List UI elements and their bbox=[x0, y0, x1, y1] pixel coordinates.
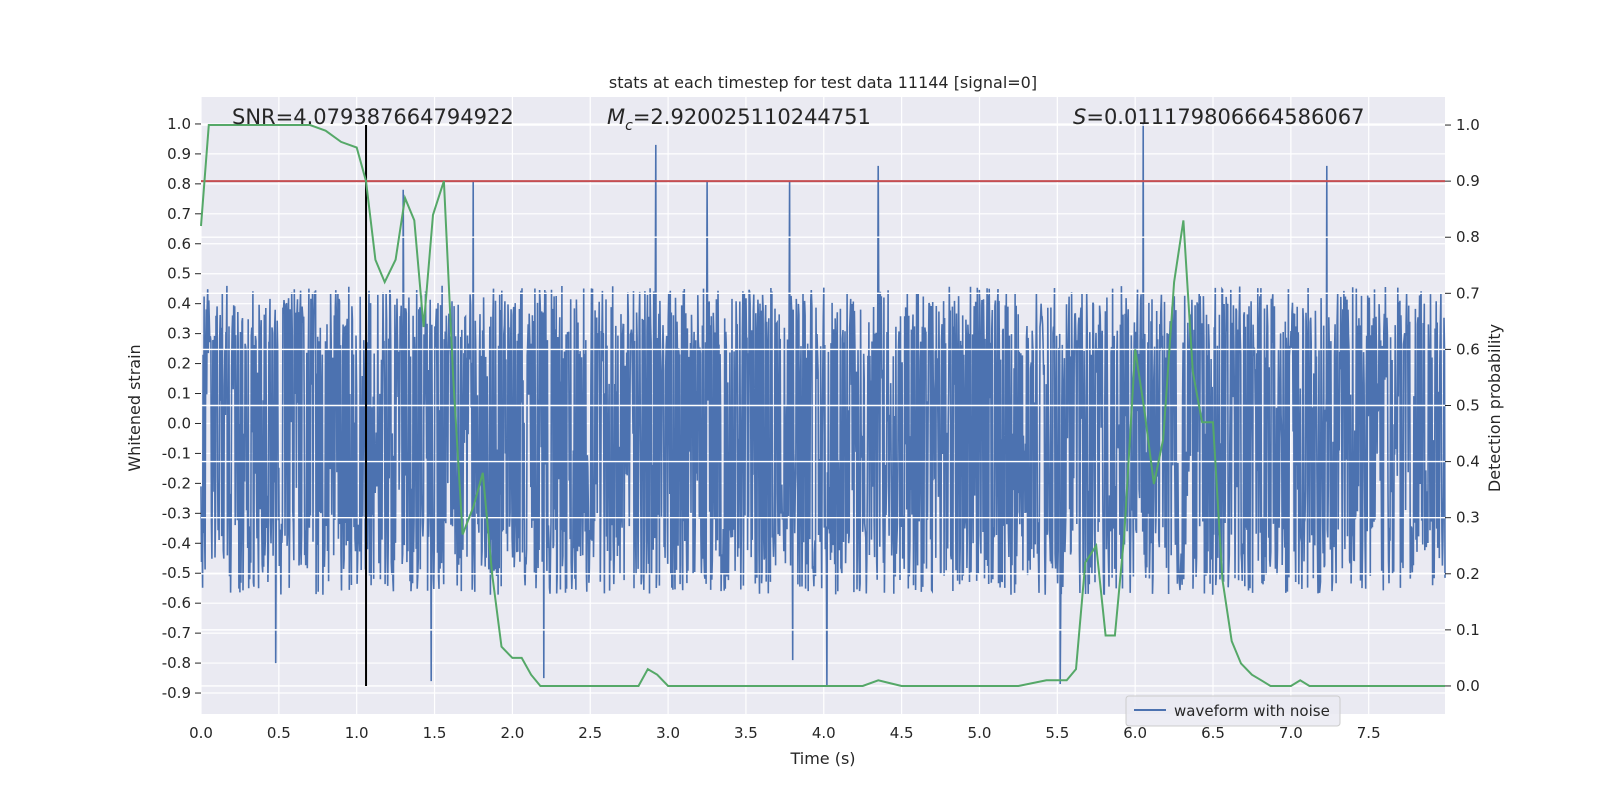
y-tick-label: -0.8 bbox=[162, 654, 191, 672]
y-tick-label: 0.2 bbox=[167, 355, 191, 373]
y2-tick-label: 1.0 bbox=[1456, 116, 1480, 134]
y-tick-label: -0.5 bbox=[162, 564, 191, 582]
x-tick-label: 7.0 bbox=[1279, 724, 1303, 742]
y-tick-label: -0.7 bbox=[162, 624, 191, 642]
x-tick-label: 5.5 bbox=[1045, 724, 1069, 742]
y-tick-label: 0.8 bbox=[167, 175, 191, 193]
y2-tick-label: 0.8 bbox=[1456, 228, 1480, 246]
y2-tick-label: 0.0 bbox=[1456, 677, 1480, 695]
y2-tick-label: 0.2 bbox=[1456, 565, 1480, 583]
y2-tick-label: 0.4 bbox=[1456, 453, 1480, 471]
chirp-mass-annotation: Mc=2.920025110244751 bbox=[607, 105, 871, 134]
x-tick-label: 2.0 bbox=[500, 724, 524, 742]
legend: waveform with noise bbox=[1125, 695, 1341, 727]
s-annotation: S=0.011179806664586067 bbox=[1073, 105, 1364, 129]
y2-tick-label: 0.1 bbox=[1456, 621, 1480, 639]
y-tick-label: 0.9 bbox=[167, 145, 191, 163]
s-symbol: S bbox=[1073, 105, 1086, 129]
y-tick-label: -0.9 bbox=[162, 684, 191, 702]
x-tick-label: 3.0 bbox=[656, 724, 680, 742]
x-axis-ticks: 0.0 0.5 1.0 1.5 2.0 2.5 3.0 3.5 4.0 4.5 5.0 5.5 6.0 6… bbox=[189, 724, 1381, 742]
snr-annotation: SNR=4.079387664794922 bbox=[232, 105, 514, 129]
s-value: =0.011179806664586067 bbox=[1086, 105, 1364, 129]
x-tick-label: 6.5 bbox=[1201, 724, 1225, 742]
x-axis-label: Time (s) bbox=[789, 749, 855, 768]
y2-tick-label: 0.9 bbox=[1456, 172, 1480, 190]
x-tick-label: 4.0 bbox=[812, 724, 836, 742]
y-tick-label: -0.6 bbox=[162, 594, 191, 612]
x-tick-label: 1.0 bbox=[345, 724, 369, 742]
x-tick-label: 1.5 bbox=[423, 724, 447, 742]
x-tick-label: 4.5 bbox=[890, 724, 914, 742]
y-tick-label: 0.0 bbox=[167, 414, 191, 432]
y-tick-label: 0.3 bbox=[167, 325, 191, 343]
y-tick-label: 0.6 bbox=[167, 235, 191, 253]
y-tick-label: -0.1 bbox=[162, 444, 191, 462]
y-tick-label: 0.5 bbox=[167, 265, 191, 283]
chirp-mass-value: =2.920025110244751 bbox=[633, 105, 871, 129]
x-tick-label: 7.5 bbox=[1357, 724, 1381, 742]
x-tick-label: 6.0 bbox=[1123, 724, 1147, 742]
x-tick-label: 0.0 bbox=[189, 724, 213, 742]
detection-probability-line bbox=[200, 124, 1445, 687]
x-tick-label: 2.5 bbox=[578, 724, 602, 742]
legend-label: waveform with noise bbox=[1174, 702, 1330, 720]
y2-tick-label: 0.5 bbox=[1456, 397, 1480, 415]
y2-axis-ticks: 1.0 0.9 0.8 0.7 0.6 0.5 0.4 0.3 0.2 0.1 0.0 bbox=[1445, 116, 1480, 695]
y2-tick-label: 0.6 bbox=[1456, 340, 1480, 358]
y-tick-label: 0.1 bbox=[167, 385, 191, 403]
chart-title: stats at each timestep for test data 111… bbox=[609, 73, 1037, 92]
x-tick-label: 3.5 bbox=[734, 724, 758, 742]
y2-axis-label: Detection probability bbox=[1485, 324, 1504, 492]
y-tick-label: -0.3 bbox=[162, 504, 191, 522]
y-tick-label: 0.4 bbox=[167, 295, 191, 313]
y2-tick-label: 0.3 bbox=[1456, 509, 1480, 527]
x-tick-label: 0.5 bbox=[267, 724, 291, 742]
x-tick-label: 5.0 bbox=[968, 724, 992, 742]
y2-tick-label: 0.7 bbox=[1456, 284, 1480, 302]
y-axis-label: Whitened strain bbox=[125, 344, 144, 471]
y-tick-label: 1.0 bbox=[167, 115, 191, 133]
legend-box bbox=[1125, 695, 1341, 727]
y-tick-label: 0.7 bbox=[167, 205, 191, 223]
chirp-mass-symbol: M bbox=[607, 105, 625, 129]
chirp-mass-subscript: c bbox=[625, 118, 633, 134]
y-tick-label: -0.4 bbox=[162, 534, 191, 552]
y-axis-ticks: 1.0 0.9 0.8 0.7 0.6 0.5 0.4 0.3 0.2 0.1 0.0 -0.1 -0.… bbox=[162, 115, 201, 702]
y-tick-label: -0.2 bbox=[162, 474, 191, 492]
